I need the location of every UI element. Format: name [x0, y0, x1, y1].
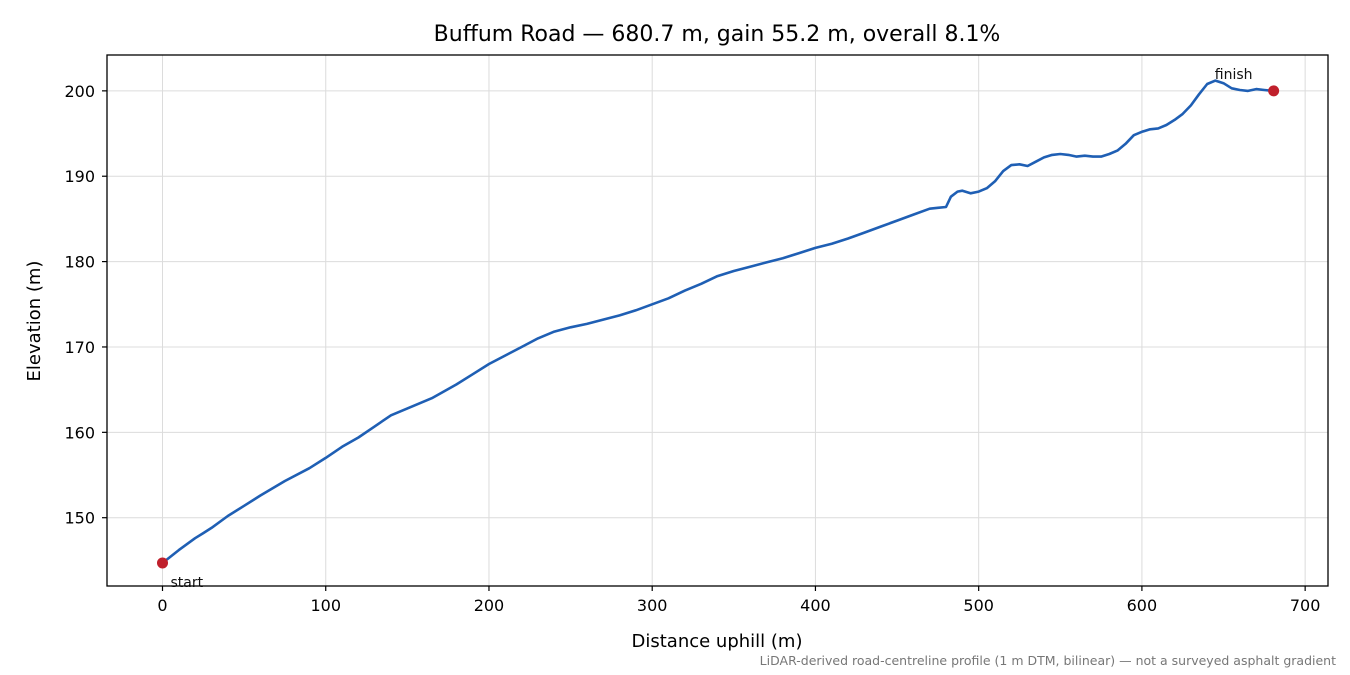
x-tick-label: 100: [310, 596, 341, 615]
x-tick-label: 400: [800, 596, 831, 615]
y-tick-label: 150: [64, 509, 95, 528]
axis-ticks: 0 100 200 300 400 500 600 700 150 160 170 180 190 200: [64, 82, 1320, 615]
y-tick-label: 170: [64, 338, 95, 357]
y-tick-label: 190: [64, 167, 95, 186]
y-tick-label: 160: [64, 423, 95, 442]
finish-marker: [1268, 85, 1280, 97]
x-axis-label: Distance uphill (m): [632, 631, 803, 652]
endpoint-markers: start finish: [157, 67, 1280, 591]
y-axis-label: Elevation (m): [24, 261, 45, 382]
start-label: start: [171, 575, 204, 591]
elevation-profile-line: [161, 79, 1275, 565]
start-marker: [157, 557, 168, 569]
x-tick-label: 0: [157, 596, 167, 615]
footnote: LiDAR-derived road-centreline profile (1…: [760, 653, 1336, 668]
finish-label: finish: [1215, 67, 1253, 83]
y-tick-label: 200: [64, 82, 95, 101]
grid-lines: [107, 55, 1328, 586]
x-tick-label: 600: [1127, 596, 1158, 615]
x-tick-label: 300: [637, 596, 668, 615]
profile-line-layer: [161, 79, 1275, 565]
chart-title: Buffum Road — 680.7 m, gain 55.2 m, over…: [434, 22, 1001, 47]
x-tick-label: 200: [474, 596, 505, 615]
y-tick-label: 180: [64, 253, 95, 272]
x-tick-label: 700: [1290, 596, 1321, 615]
x-tick-label: 500: [963, 596, 994, 615]
plot-frame: [106, 54, 1329, 587]
